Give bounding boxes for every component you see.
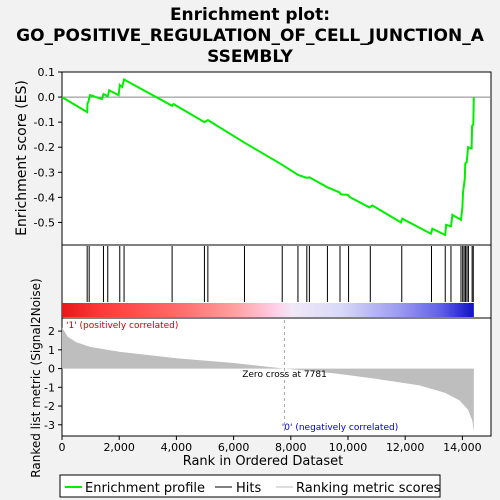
metric-y-tick-label: 0 <box>48 363 55 376</box>
es-y-tick-label: -0.3 <box>34 166 55 179</box>
x-tick-label: 8,000 <box>275 441 307 454</box>
legend-hits-label: Hits <box>236 481 261 496</box>
es-y-axis-label: Enrichment score (ES) <box>14 80 30 236</box>
es-y-ticks: 0.1 0.0 -0.1 -0.2 -0.3 -0.4 -0.5 <box>34 66 62 229</box>
es-y-tick-label: -0.4 <box>34 191 55 204</box>
enrichment-profile-line <box>61 78 475 237</box>
chart-title-line-3: SSEMBLY <box>207 47 293 67</box>
legend-box <box>59 474 441 498</box>
es-y-tick-label: 0.1 <box>38 66 56 79</box>
legend-ranking-label: Ranking metric scores <box>296 481 441 496</box>
es-y-tick-label: -0.5 <box>34 216 55 229</box>
negative-correlation-label: '0' (negatively correlated) <box>282 423 398 433</box>
x-tick-label: 2,000 <box>103 441 135 454</box>
x-tick-label: 6,000 <box>218 441 250 454</box>
metric-y-tick-label: 2 <box>48 325 55 338</box>
x-tick-label: 14,000 <box>443 441 482 454</box>
legend-enrichment-label: Enrichment profile <box>85 481 205 496</box>
rank-color-bar <box>62 303 474 317</box>
metric-y-tick-label: 1 <box>48 344 55 357</box>
x-tick-label: 12,000 <box>386 441 425 454</box>
es-y-tick-label: -0.2 <box>34 141 55 154</box>
chart-title-line-1: Enrichment plot: <box>170 5 330 25</box>
zero-cross-label: Zero cross at 7781 <box>242 370 327 380</box>
x-tick-label: 4,000 <box>161 441 193 454</box>
metric-y-tick-label: -1 <box>44 381 55 394</box>
metric-y-ticks: 2 1 0 -1 -2 -3 <box>44 325 62 432</box>
x-tick-label: 10,000 <box>329 441 368 454</box>
metric-y-tick-label: -2 <box>44 400 55 413</box>
metric-y-tick-label: -3 <box>44 419 55 432</box>
x-axis-label: Rank in Ordered Dataset <box>183 454 344 469</box>
x-tick-label: 0 <box>59 441 66 454</box>
metric-y-axis-label: Ranked list metric (Signal2Noise) <box>29 278 43 477</box>
es-panel-frame <box>61 71 492 246</box>
es-y-tick-label: 0.0 <box>38 91 56 104</box>
ranking-metric-area <box>62 327 474 433</box>
positive-correlation-label: '1' (positively correlated) <box>66 321 178 331</box>
chart-title-line-2: GO_POSITIVE_REGULATION_OF_CELL_JUNCTION_… <box>16 26 485 46</box>
x-ticks: 0 2,000 4,000 6,000 8,000 10,000 12,000 14,000 <box>59 436 482 454</box>
hit-markers <box>86 246 474 302</box>
es-y-tick-label: -0.1 <box>34 116 55 129</box>
